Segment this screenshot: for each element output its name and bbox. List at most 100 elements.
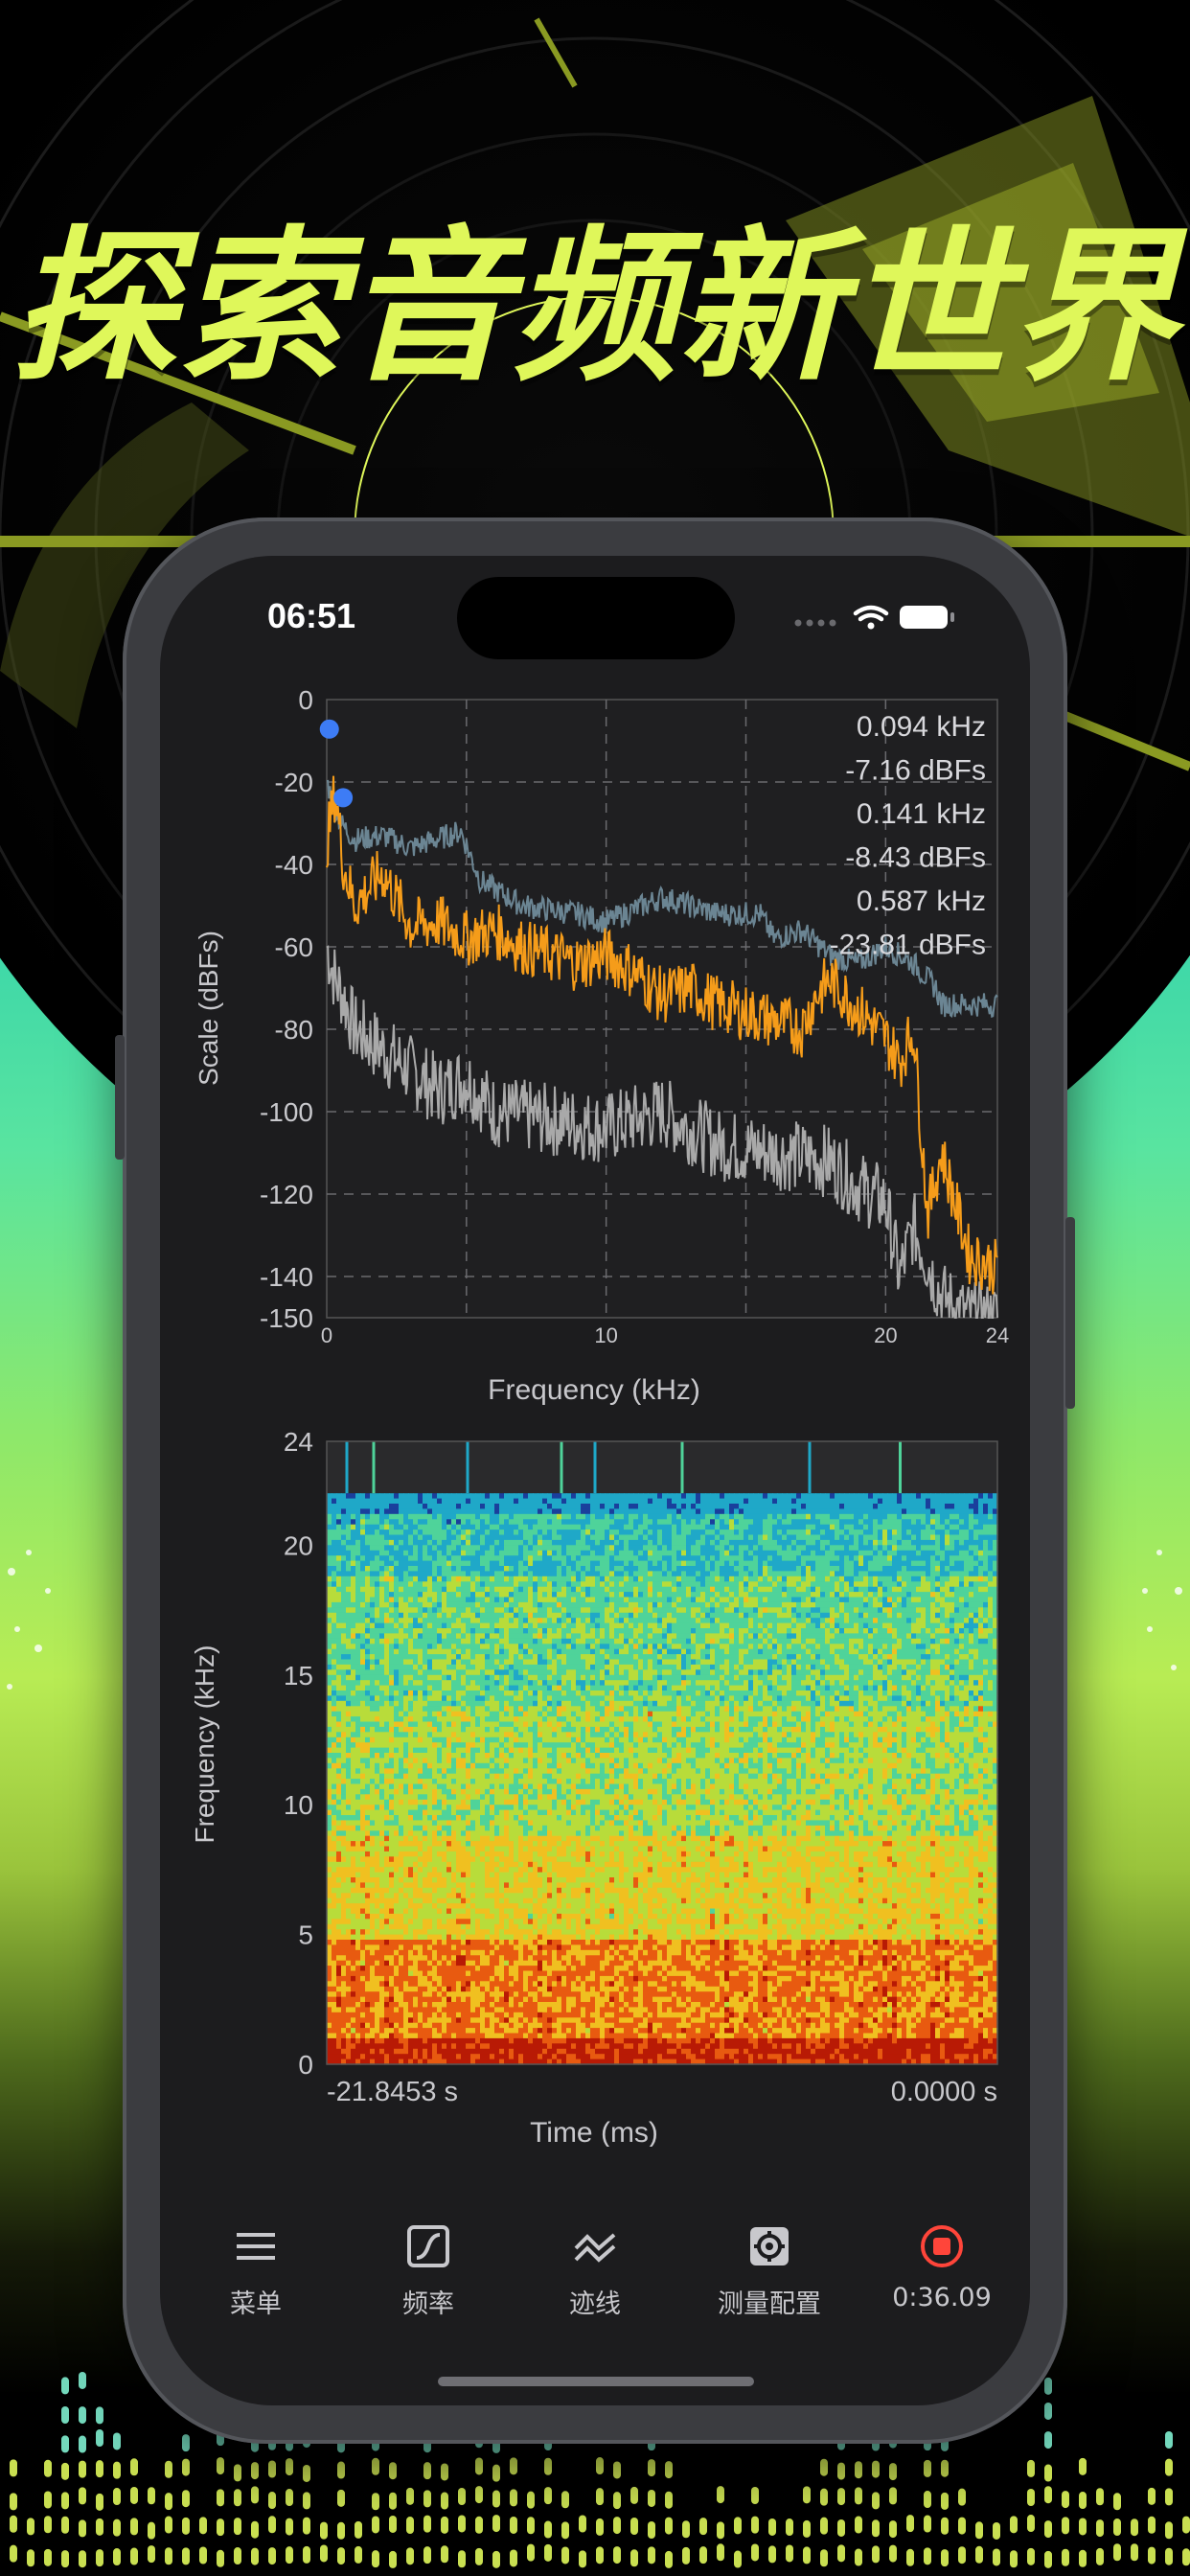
spectrogram-cell xyxy=(346,2002,352,2008)
spectrogram-cell xyxy=(494,1545,500,1552)
spectrogram-cell xyxy=(423,1622,428,1629)
spectrogram-cell xyxy=(375,1955,380,1962)
spectrogram-cell xyxy=(399,2002,404,2008)
spectrogram-cell xyxy=(456,1513,462,1520)
spectrogram-cell xyxy=(456,1830,462,1837)
spectrogram-cell xyxy=(446,1794,452,1801)
spectrogram-cell xyxy=(389,1716,395,1723)
spectrogram-cell xyxy=(423,2022,428,2029)
spectrogram-cell xyxy=(485,1893,491,1899)
spectrogram-cell xyxy=(360,1524,366,1530)
spectrogram-cell xyxy=(470,1830,476,1837)
spectrogram-cell xyxy=(432,1768,438,1775)
spectrogram-cell xyxy=(451,1498,457,1505)
spectrogram-cell xyxy=(499,1601,505,1608)
spectrogram-cell xyxy=(327,1825,332,1831)
spectrogram-cell xyxy=(442,1539,447,1546)
spectrogram-cell xyxy=(475,1601,481,1608)
spectrogram-cell xyxy=(336,1519,342,1526)
spectrogram-cell xyxy=(418,2017,423,2024)
spectrogram-cell xyxy=(490,1721,495,1728)
spectrogram-cell xyxy=(394,1742,400,1749)
spectrogram-cell xyxy=(509,1633,515,1640)
spectrogram-cell xyxy=(360,1530,366,1536)
spectrogram-cell xyxy=(423,1820,428,1827)
spectrogram-cell xyxy=(490,1493,495,1500)
spectrogram-cell xyxy=(509,1929,515,1936)
spectrogram-cell xyxy=(370,1581,376,1588)
spectrogram-cell xyxy=(399,1654,404,1661)
spectrogram-cell xyxy=(427,1758,433,1764)
spectrogram-cell xyxy=(509,1788,515,1795)
spectrogram-cell xyxy=(346,2007,352,2013)
equalizer-dash xyxy=(648,2489,655,2507)
spectrogram-cell xyxy=(389,2028,395,2035)
spectrogram-cell xyxy=(504,1612,510,1619)
spectrogram-cell xyxy=(346,1742,352,1749)
spectrogram-cell xyxy=(523,1779,529,1785)
spectrogram-cell xyxy=(446,1576,452,1582)
spectrogram-cell xyxy=(413,1835,419,1842)
spectrogram-cell xyxy=(427,1659,433,1666)
spectrogram-cell xyxy=(355,1550,361,1556)
spectrogram-cell xyxy=(351,1618,356,1624)
spectrogram-cell xyxy=(466,1513,471,1520)
spectrogram-cell xyxy=(403,1618,409,1624)
spectrogram-cell xyxy=(408,1805,414,1811)
spectrogram-cell xyxy=(490,1706,495,1713)
spectrogram-cell xyxy=(408,1820,414,1827)
spectrogram-cell xyxy=(389,1633,395,1640)
spectrogram-cell xyxy=(332,1944,337,1951)
spectrogram-cell xyxy=(499,1659,505,1666)
spectrogram-cell xyxy=(413,1913,419,1920)
spectrogram-cell xyxy=(365,1944,371,1951)
spectrogram-cell xyxy=(442,1576,447,1582)
spectrogram-cell xyxy=(528,1576,534,1582)
spectrogram-cell xyxy=(370,1576,376,1582)
spectrogram-cell xyxy=(494,1648,500,1655)
spectrogram-cell xyxy=(480,1706,486,1713)
spectrogram-cell xyxy=(466,1612,471,1619)
spectrogram-cell xyxy=(490,1644,495,1650)
spectrogram-cell xyxy=(341,1601,347,1608)
spectrogram-cell xyxy=(418,1898,423,1904)
spectrogram-cell xyxy=(494,1841,500,1848)
spectrogram-cell xyxy=(360,1513,366,1520)
spectrogram-cell xyxy=(509,1622,515,1629)
spectrogram-cell xyxy=(446,2002,452,2008)
spectrogram-cell xyxy=(379,1539,385,1546)
spectrogram-cell xyxy=(437,2033,443,2039)
spectrogram-cell xyxy=(451,1618,457,1624)
spectrogram-cell xyxy=(442,1530,447,1536)
spectrogram-cell xyxy=(528,1716,534,1723)
spectrogram-cell xyxy=(403,1571,409,1577)
spectrogram-cell xyxy=(432,1612,438,1619)
spectrogram-cell xyxy=(451,2012,457,2018)
spectrogram-cell xyxy=(432,1830,438,1837)
spectrogram-cell xyxy=(490,1805,495,1811)
spectrum-plot[interactable]: 0-20-40-60-80-100-120-140-150 0 10 20 24 Sc… xyxy=(160,680,1030,1447)
spectrogram-cell xyxy=(466,1576,471,1582)
spectrogram-cell xyxy=(456,1618,462,1624)
spectrogram-cell xyxy=(399,1493,404,1500)
spectrogram-cell xyxy=(375,1659,380,1666)
spectrogram-cell xyxy=(490,1981,495,1988)
spectrogram-cell xyxy=(365,1779,371,1785)
spectrogram-cell xyxy=(384,1571,390,1577)
spectrogram-cell xyxy=(394,1893,400,1899)
spectrogram-cell xyxy=(375,1571,380,1577)
spectrogram-cell xyxy=(528,1607,534,1614)
equalizer-dash xyxy=(1165,2521,1173,2540)
spectrogram-cell xyxy=(461,1534,467,1541)
spectrogram-cell xyxy=(413,1934,419,1941)
spectrogram-cell xyxy=(432,1966,438,1972)
spectrogram-cell xyxy=(494,2054,500,2060)
spectrogram-cell xyxy=(504,1934,510,1941)
spectrogram-cell xyxy=(461,1628,467,1634)
equalizer-dash xyxy=(182,2517,190,2535)
spectrogram-cell xyxy=(485,1601,491,1608)
spectrogram-cell xyxy=(365,1830,371,1837)
spectrogram-cell xyxy=(403,1504,409,1509)
spectrogram-cell xyxy=(375,1685,380,1691)
